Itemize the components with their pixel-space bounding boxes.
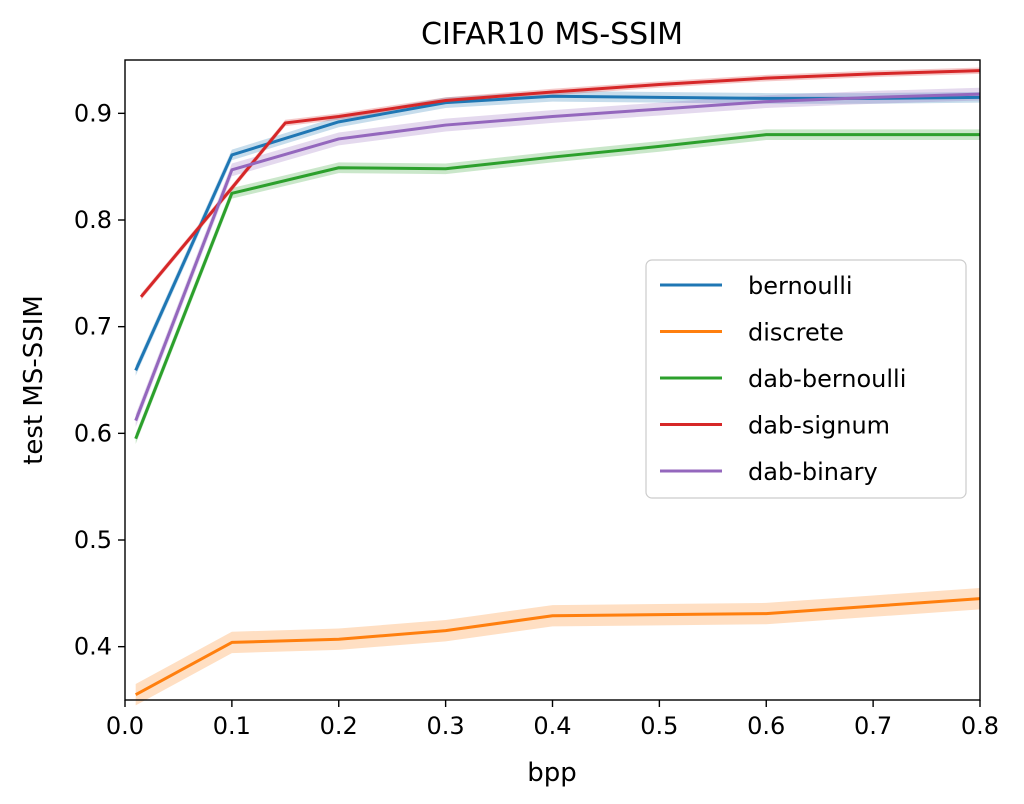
x-tick-label: 0.7 (854, 712, 892, 740)
series-line-dab-signum (139, 69, 981, 298)
y-tick-label: 0.5 (74, 526, 112, 554)
confidence-bands (135, 67, 980, 706)
series-line-dab-bernoulli (134, 133, 980, 440)
y-tick-label: 0.8 (74, 206, 112, 234)
series-line-discrete (134, 597, 981, 696)
legend-item-bernoulli[interactable]: bernoulli (660, 272, 853, 300)
x-tick-label: 0.0 (106, 712, 144, 740)
legend-item-dab-bernoulli[interactable]: dab-bernoulli (660, 365, 906, 393)
legend-item-discrete[interactable]: discrete (660, 319, 844, 347)
series-line-dab-binary (134, 92, 981, 422)
x-tick-label: 0.4 (533, 712, 571, 740)
x-tick-label: 0.5 (640, 712, 678, 740)
legend-label: dab-bernoulli (748, 365, 906, 393)
legend-label: dab-binary (748, 458, 878, 486)
y-tick-label: 0.9 (74, 99, 112, 127)
series-lines (134, 69, 981, 696)
legend-frame (645, 259, 967, 499)
x-tick-label: 0.8 (961, 712, 999, 740)
y-axis: 0.4 0.5 0.6 0.7 0.8 0.9 (74, 99, 125, 661)
x-tick-label: 0.2 (320, 712, 358, 740)
y-tick-label: 0.7 (74, 313, 112, 341)
x-tick-label: 0.3 (427, 712, 465, 740)
x-axis: 0.0 0.1 0.2 0.3 0.4 0.5 0.6 0.7 0.8 (106, 700, 999, 740)
y-tick-label: 0.4 (74, 633, 112, 661)
chart-title: CIFAR10 MS-SSIM (421, 17, 683, 52)
legend-item-dab-signum[interactable]: dab-signum (660, 412, 890, 440)
series-band-discrete (135, 588, 980, 706)
legend-label: discrete (748, 319, 844, 347)
legend-label: dab-signum (748, 412, 890, 440)
legend-item-dab-binary[interactable]: dab-binary (660, 458, 878, 486)
x-tick-label: 0.6 (747, 712, 785, 740)
x-tick-label: 0.1 (213, 712, 251, 740)
y-tick-label: 0.6 (74, 419, 112, 447)
legend-label: bernoulli (748, 272, 853, 300)
y-axis-label: test MS-SSIM (19, 295, 49, 465)
x-axis-label: bpp (527, 758, 577, 788)
legend[interactable]: bernoulli discrete dab-bernoulli dab-signum… (645, 259, 967, 499)
